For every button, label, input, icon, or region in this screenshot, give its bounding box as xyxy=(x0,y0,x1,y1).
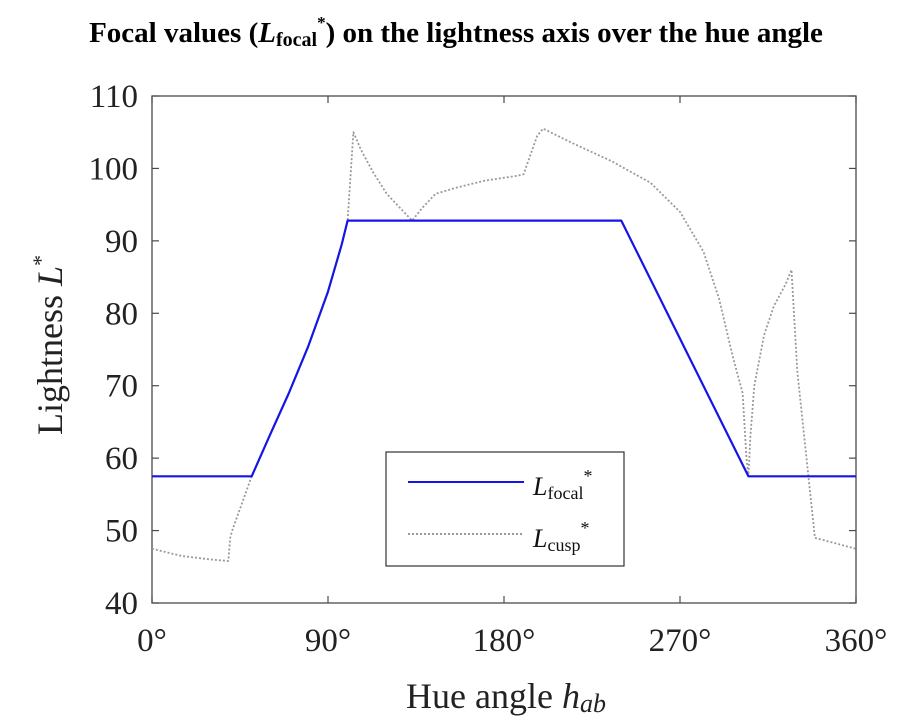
x-tick-label: 360° xyxy=(825,623,888,659)
y-tick-label: 60 xyxy=(105,441,138,477)
x-tick-label: 270° xyxy=(649,623,712,659)
legend-label-cusp: Lcusp* xyxy=(532,518,589,555)
y-tick-label: 90 xyxy=(105,224,138,260)
x-axis-ticks: 0° 90° 180° 270° 360° xyxy=(137,96,887,659)
legend-label-focal: Lfocal* xyxy=(532,466,592,503)
y-tick-label: 50 xyxy=(105,514,138,550)
series-layer xyxy=(151,127,857,562)
y-tick-label: 80 xyxy=(105,296,138,332)
y-tick-label: 40 xyxy=(105,586,138,622)
x-axis-label: Hue angle hab xyxy=(406,676,606,718)
x-tick-label: 90° xyxy=(305,623,351,659)
legend-box xyxy=(385,451,625,567)
y-tick-label: 70 xyxy=(105,369,138,405)
legend: Lfocal* Lcusp* xyxy=(385,451,625,567)
y-axis-ticks: 40 50 60 70 80 90 100 110 xyxy=(89,79,856,622)
y-tick-label: 110 xyxy=(90,79,138,115)
y-tick-label: 100 xyxy=(89,151,139,187)
series-line-focal xyxy=(152,219,856,478)
x-tick-label: 180° xyxy=(473,623,536,659)
series-line-cusp xyxy=(151,127,857,562)
y-axis-label: Lightness L* xyxy=(28,255,70,435)
chart-title: Focal values (Lfocal*) on the lightness … xyxy=(89,13,823,51)
x-tick-label: 0° xyxy=(137,623,167,659)
